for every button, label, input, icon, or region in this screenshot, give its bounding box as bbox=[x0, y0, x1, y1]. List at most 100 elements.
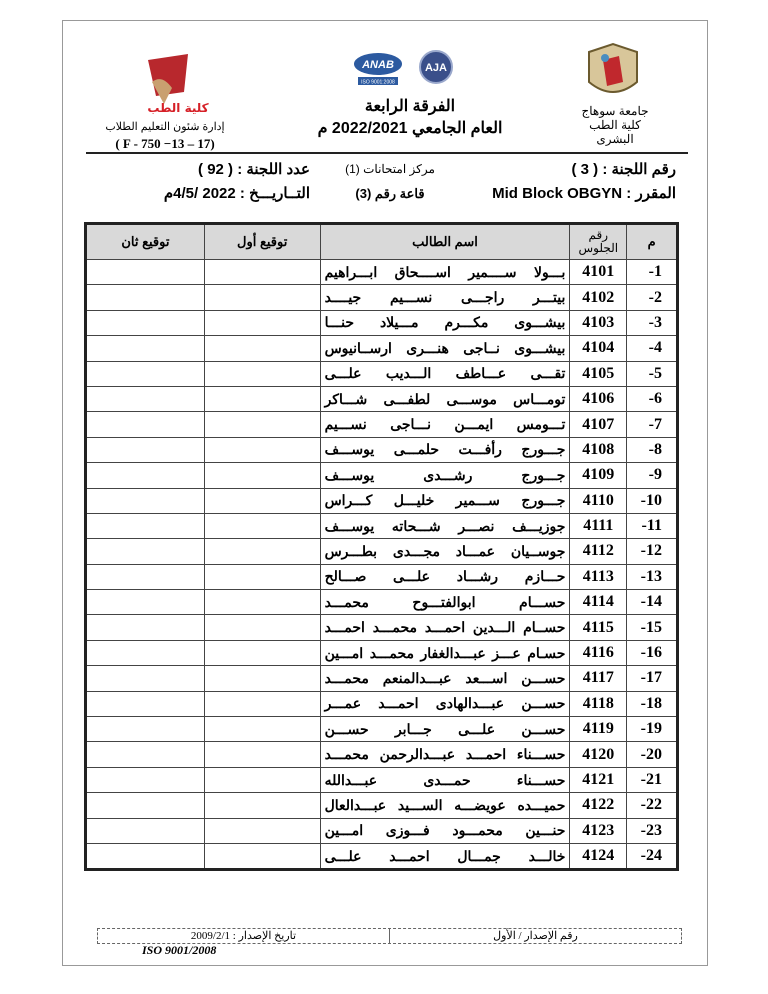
signature-2-cell[interactable] bbox=[85, 258, 205, 286]
faculty-of-medicine-logo: كلية الطب bbox=[139, 42, 209, 115]
table-row: -19 4119 حســـن علـــى جـــابر حســـن bbox=[85, 716, 678, 743]
signature-1-cell[interactable] bbox=[203, 436, 321, 464]
signature-1-cell[interactable] bbox=[203, 589, 321, 616]
signature-2-cell[interactable] bbox=[85, 716, 205, 743]
signature-1-cell[interactable] bbox=[203, 284, 321, 311]
signature-1-cell[interactable] bbox=[203, 665, 321, 692]
signature-1-cell[interactable] bbox=[203, 512, 321, 540]
committee-number: رقم اللجنة : ( 3 ) bbox=[571, 161, 676, 178]
hall-number: قاعة رقم (3) bbox=[355, 186, 425, 201]
row-index: -22 bbox=[626, 792, 678, 819]
signature-2-cell[interactable] bbox=[85, 487, 205, 514]
seat-number: 4104 bbox=[569, 335, 628, 362]
table-row: -7 4107 تـــومس ايمـــن نـــاجى نســـيم bbox=[85, 411, 678, 438]
signature-2-cell[interactable] bbox=[85, 589, 205, 616]
signature-1-cell[interactable] bbox=[203, 741, 321, 768]
sohag-university-logo bbox=[588, 42, 638, 93]
row-index: -4 bbox=[626, 335, 678, 362]
svg-text:ANAB: ANAB bbox=[361, 59, 394, 71]
row-index: -18 bbox=[626, 690, 678, 718]
students-table: م رقم الجلوس اسم الطالب توقيع أول توقيع … bbox=[84, 222, 679, 872]
student-name: جوســيان عمـــاد مجـــدى بطـــرس bbox=[319, 538, 571, 565]
header-seat: رقم الجلوس bbox=[569, 223, 628, 260]
signature-2-cell[interactable] bbox=[85, 335, 205, 362]
signature-2-cell[interactable] bbox=[85, 842, 205, 871]
signature-1-cell[interactable] bbox=[203, 487, 321, 514]
signature-2-cell[interactable] bbox=[85, 462, 205, 489]
seat-number: 4120 bbox=[569, 741, 628, 768]
student-name: جوزيـــف نصـــر شـــحاته يوســـف bbox=[319, 512, 571, 540]
student-name: حســام الـــدين احمـــد محمـــد احمـــد bbox=[319, 614, 571, 641]
signature-1-cell[interactable] bbox=[203, 563, 321, 591]
signature-1-cell[interactable] bbox=[203, 335, 321, 362]
signature-2-cell[interactable] bbox=[85, 817, 205, 844]
row-index: -11 bbox=[626, 512, 678, 540]
seat-number: 4106 bbox=[569, 385, 628, 413]
seat-number: 4108 bbox=[569, 436, 628, 464]
signature-2-cell[interactable] bbox=[85, 639, 205, 667]
signature-1-cell[interactable] bbox=[203, 538, 321, 565]
signature-2-cell[interactable] bbox=[85, 665, 205, 692]
table-header-row: م رقم الجلوس اسم الطالب توقيع أول توقيع … bbox=[85, 223, 678, 260]
signature-1-cell[interactable] bbox=[203, 258, 321, 286]
signature-2-cell[interactable] bbox=[85, 563, 205, 591]
row-index: -21 bbox=[626, 766, 678, 794]
table-row: -6 4106 تومـــاس موســـى لطفـــى شـــاكر bbox=[85, 385, 678, 413]
signature-1-cell[interactable] bbox=[203, 842, 321, 871]
seat-number: 4122 bbox=[569, 792, 628, 819]
table-row: -11 4111 جوزيـــف نصـــر شـــحاته يوســـف bbox=[85, 512, 678, 540]
table-row: -4 4104 بيشـــوى نــاجى هنـــرى ارســانيوس bbox=[85, 335, 678, 362]
signature-2-cell[interactable] bbox=[85, 690, 205, 718]
table-row: -15 4115 حســام الـــدين احمـــد محمـــد ا… bbox=[85, 614, 678, 641]
signature-1-cell[interactable] bbox=[203, 639, 321, 667]
signature-1-cell[interactable] bbox=[203, 792, 321, 819]
issue-version: رقم الإصدار / الأول bbox=[493, 930, 578, 942]
signature-1-cell[interactable] bbox=[203, 766, 321, 794]
faculty-name: كلية الطب البشرى bbox=[589, 118, 641, 146]
signature-2-cell[interactable] bbox=[85, 411, 205, 438]
page-frame bbox=[62, 20, 708, 966]
seat-number: 4112 bbox=[569, 538, 628, 565]
signature-1-cell[interactable] bbox=[203, 385, 321, 413]
row-index: -13 bbox=[626, 563, 678, 591]
student-name: تـــومس ايمـــن نـــاجى نســـيم bbox=[319, 411, 571, 438]
student-name: بيتـــر راجـــى نســـيم جيــــد bbox=[319, 284, 571, 311]
table-row: -20 4120 حســـناء احمـــد عبـــدالرحمن محم… bbox=[85, 741, 678, 768]
student-name: حســـن عبـــدالهادى احمـــد عمـــر bbox=[319, 690, 571, 718]
signature-2-cell[interactable] bbox=[85, 512, 205, 540]
signature-2-cell[interactable] bbox=[85, 766, 205, 794]
signature-2-cell[interactable] bbox=[85, 309, 205, 337]
signature-2-cell[interactable] bbox=[85, 284, 205, 311]
issue-date: تاريخ الإصدار : 2009/2/1 bbox=[98, 929, 390, 943]
signature-1-cell[interactable] bbox=[203, 614, 321, 641]
signature-2-cell[interactable] bbox=[85, 741, 205, 768]
row-index: -1 bbox=[626, 258, 678, 286]
signature-1-cell[interactable] bbox=[203, 690, 321, 718]
accreditation-logos: ANAB ISO 9001:2008 AJA bbox=[354, 50, 453, 86]
student-name: خالـــد جمـــال احمـــد علـــى bbox=[319, 842, 571, 871]
signature-1-cell[interactable] bbox=[203, 716, 321, 743]
table-row: -23 4123 حنـــين محمـــود فـــوزى امـــين bbox=[85, 817, 678, 844]
signature-2-cell[interactable] bbox=[85, 538, 205, 565]
seat-number: 4110 bbox=[569, 487, 628, 514]
signature-2-cell[interactable] bbox=[85, 436, 205, 464]
signature-2-cell[interactable] bbox=[85, 614, 205, 641]
signature-1-cell[interactable] bbox=[203, 360, 321, 387]
table-row: -8 4108 جـــورج رأفـــت حلمـــى يوســـف bbox=[85, 436, 678, 464]
signature-2-cell[interactable] bbox=[85, 360, 205, 387]
signature-1-cell[interactable] bbox=[203, 462, 321, 489]
student-name: حســـام ابوالفتـــوح محمـــد bbox=[319, 589, 571, 616]
exam-center: مركز امتحانات (1) bbox=[345, 162, 435, 176]
seat-number: 4114 bbox=[569, 589, 628, 616]
signature-2-cell[interactable] bbox=[85, 385, 205, 413]
row-index: -19 bbox=[626, 716, 678, 743]
student-name: بيشـــوى نــاجى هنـــرى ارســانيوس bbox=[319, 335, 571, 362]
signature-2-cell[interactable] bbox=[85, 792, 205, 819]
row-index: -3 bbox=[626, 309, 678, 337]
seat-number: 4121 bbox=[569, 766, 628, 794]
signature-1-cell[interactable] bbox=[203, 817, 321, 844]
signature-1-cell[interactable] bbox=[203, 411, 321, 438]
signature-1-cell[interactable] bbox=[203, 309, 321, 337]
header-signature-2: توقيع ثان bbox=[85, 223, 205, 260]
header-divider bbox=[86, 152, 688, 154]
